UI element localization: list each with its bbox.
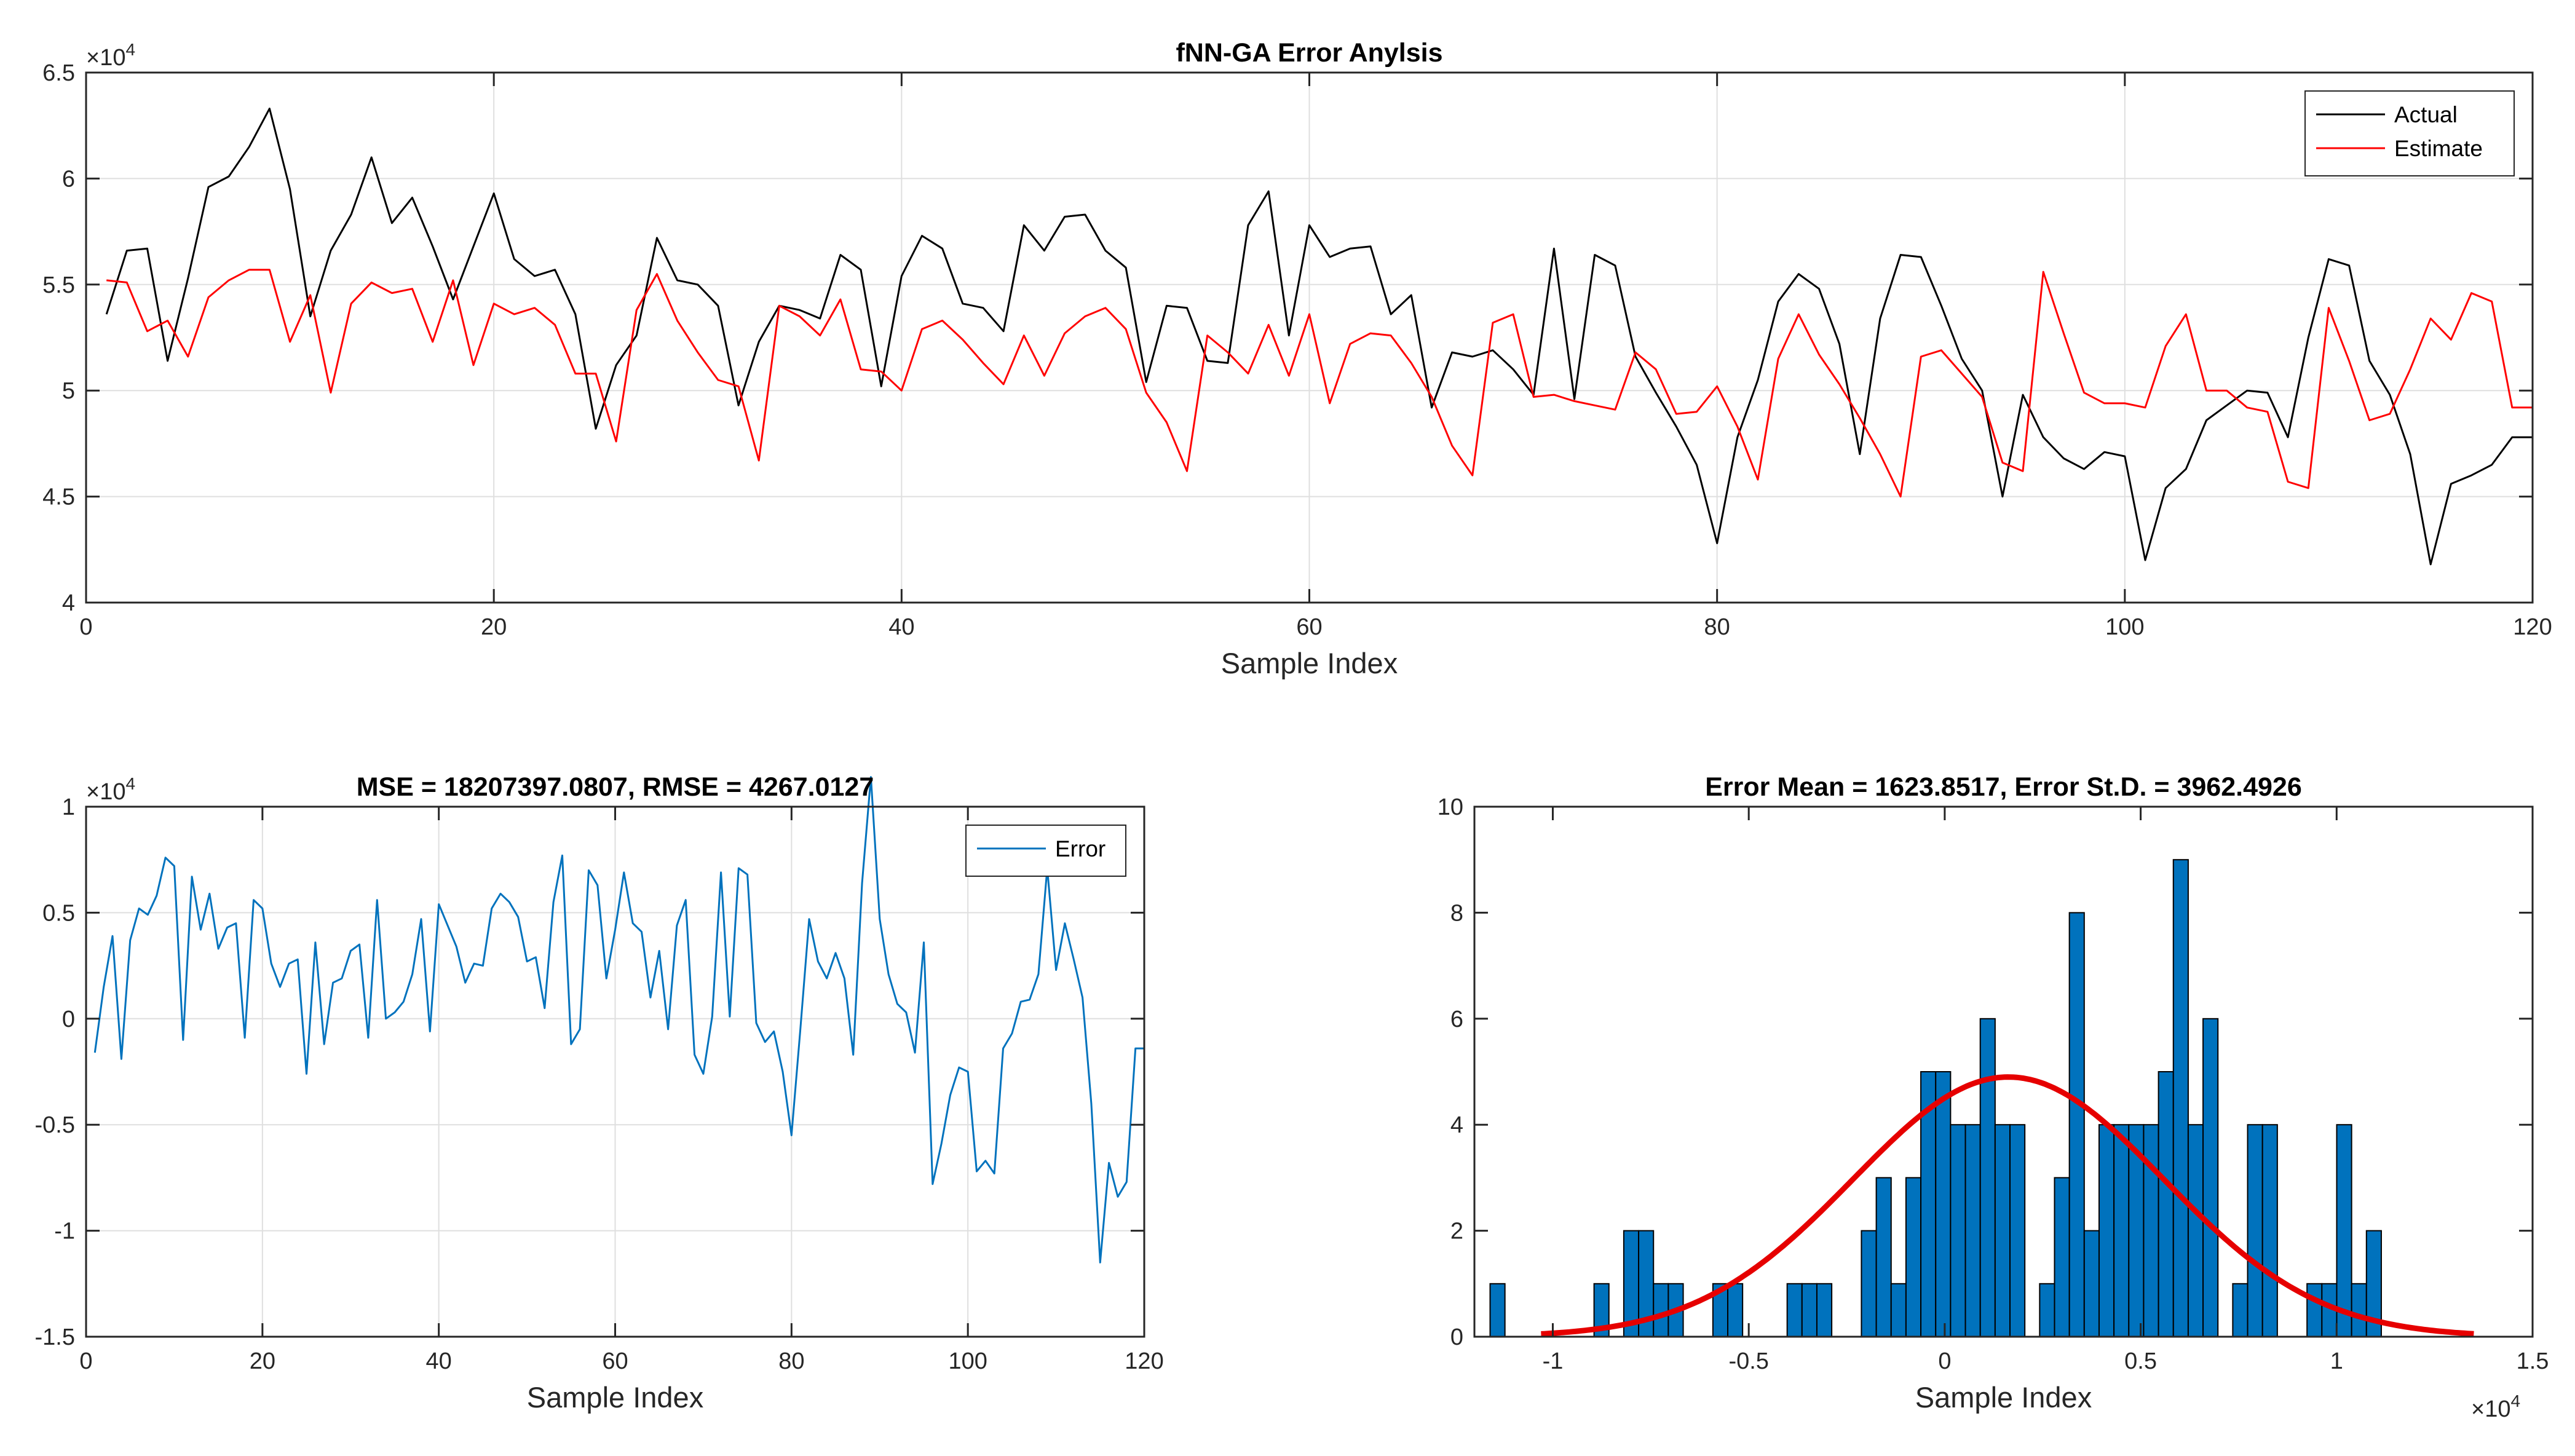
histogram-bar xyxy=(1905,1177,1922,1338)
histogram-bar xyxy=(1935,1071,1952,1337)
histogram-bar xyxy=(2098,1124,2115,1337)
y-tick-label: 4.5 xyxy=(42,485,75,510)
x-axis-label: Sample Index xyxy=(527,1381,703,1414)
x-tick-label: 80 xyxy=(778,1348,804,1374)
x-tick-label: 40 xyxy=(426,1348,452,1374)
x-tick-label: 80 xyxy=(1704,614,1730,640)
legend: Error xyxy=(965,825,1126,877)
histogram-bar xyxy=(1875,1177,1892,1338)
y-tick-label: 6 xyxy=(62,166,75,192)
legend-box xyxy=(2304,90,2515,176)
y-tick-label: 4 xyxy=(1450,1112,1463,1138)
histogram-bar xyxy=(1979,1018,1996,1338)
histogram-bar xyxy=(2232,1283,2249,1338)
histogram-bar xyxy=(2247,1124,2263,1337)
chart-title: MSE = 18207397.0807, RMSE = 4267.0127 xyxy=(357,772,874,802)
x-tick-label: 0 xyxy=(1938,1348,1951,1374)
histogram-bar xyxy=(2202,1018,2219,1338)
x-axis-label: Sample Index xyxy=(1915,1381,2092,1414)
normal-fit-curve xyxy=(1541,1074,2474,1337)
y-tick-label: 4 xyxy=(62,590,75,616)
x-tick-label: 40 xyxy=(888,614,914,640)
y-exponent-label: ×104 xyxy=(86,774,135,805)
histogram-bar xyxy=(2158,1071,2174,1337)
histogram-bar xyxy=(1816,1283,1833,1338)
x-tick-label: 20 xyxy=(481,614,507,640)
x-tick-label: 1.5 xyxy=(2517,1348,2549,1374)
y-tick-label: 10 xyxy=(1438,794,1463,820)
legend-label-estimate: Estimate xyxy=(2394,136,2483,161)
series-line-actual xyxy=(105,108,2533,566)
x-tick-label: 1 xyxy=(2330,1348,2343,1374)
y-tick-label: -1.5 xyxy=(35,1324,75,1350)
x-tick-label: 120 xyxy=(2513,614,2552,640)
histogram-bar xyxy=(1489,1283,1506,1338)
y-tick-label: 5.5 xyxy=(42,272,75,298)
histogram-bar xyxy=(1727,1283,1744,1338)
histogram-bar xyxy=(1861,1230,1877,1337)
x-tick-label: 0 xyxy=(79,1348,92,1374)
histogram-bar xyxy=(2261,1124,2278,1337)
y-tick-label: 0 xyxy=(1450,1324,1463,1350)
series-line-error xyxy=(93,776,1144,1264)
histogram-bar xyxy=(2187,1124,2204,1337)
chart-2: 0 20 40 60 80 100 120 -1.5 -1 -0.5 0 0.5 1 ×104 MSE = … xyxy=(35,772,1164,1414)
y-tick-label: 6.5 xyxy=(42,60,75,86)
legend-box xyxy=(965,825,1126,877)
histogram-bar xyxy=(2113,1124,2130,1337)
histogram-bar xyxy=(1653,1283,1669,1338)
histogram-bar xyxy=(2306,1283,2323,1338)
y-tick-label: 0.5 xyxy=(42,900,75,926)
histogram-bar xyxy=(2172,859,2189,1337)
histogram-bar xyxy=(2068,912,2085,1337)
histogram-bar xyxy=(2009,1124,2026,1337)
histogram-bar xyxy=(1801,1283,1818,1338)
histogram-bar xyxy=(2054,1177,2070,1338)
chart-title: fNN-GA Error Anylsis xyxy=(1176,38,1442,68)
x-tick-label: 0 xyxy=(79,614,92,640)
y-tick-label: 5 xyxy=(62,378,75,404)
histogram-bar xyxy=(1950,1124,1966,1337)
histogram-bar xyxy=(1994,1124,2011,1337)
y-tick-label: -0.5 xyxy=(35,1112,75,1138)
histogram-bar xyxy=(1786,1283,1803,1338)
histogram-bar xyxy=(1890,1283,1907,1338)
y-tick-label: 8 xyxy=(1450,900,1463,926)
y-tick-label: -1 xyxy=(54,1219,75,1244)
x-tick-label: 0.5 xyxy=(2124,1348,2157,1374)
y-tick-label: 2 xyxy=(1450,1219,1463,1244)
x-axis-label: Sample Index xyxy=(1221,647,1398,679)
histogram-bar xyxy=(2039,1283,2055,1338)
histogram-bar xyxy=(2083,1230,2100,1337)
chart-3: -1 -0.5 0 0.5 1 1.5 0 2 4 6 8 10 ×104 Error Mean = 16… xyxy=(1438,772,2549,1422)
y-tick-label: 1 xyxy=(62,794,75,820)
histogram-bar xyxy=(2336,1124,2352,1337)
x-tick-label: -1 xyxy=(1543,1348,1564,1374)
histogram-bar xyxy=(1964,1124,1981,1337)
legend-label-error: Error xyxy=(1055,836,1106,861)
histogram-bar xyxy=(2143,1124,2159,1337)
x-tick-label: 20 xyxy=(250,1348,275,1374)
series-line-estimate xyxy=(106,269,2533,498)
y-exponent-label: ×104 xyxy=(86,40,135,71)
legend: Actual Estimate xyxy=(2304,90,2515,176)
x-exponent-label: ×104 xyxy=(2471,1391,2520,1422)
x-tick-label: 100 xyxy=(2105,614,2144,640)
legend-label-actual: Actual xyxy=(2394,102,2458,127)
chart-1: 0 20 40 60 80 100 120 4 4.5 5 5.5 6 6.5 ×104 fNN-GA Er… xyxy=(42,38,2552,679)
x-tick-label: 60 xyxy=(602,1348,628,1374)
y-tick-label: 6 xyxy=(1450,1007,1463,1032)
x-tick-label: 60 xyxy=(1296,614,1322,640)
x-tick-label: -0.5 xyxy=(1728,1348,1768,1374)
histogram-bar xyxy=(2351,1283,2367,1338)
x-tick-label: 120 xyxy=(1125,1348,1163,1374)
axes-box xyxy=(1473,805,2534,1338)
chart-title: Error Mean = 1623.8517, Error St.D. = 39… xyxy=(1705,772,2301,802)
y-tick-label: 0 xyxy=(62,1007,75,1032)
x-tick-label: 100 xyxy=(948,1348,987,1374)
